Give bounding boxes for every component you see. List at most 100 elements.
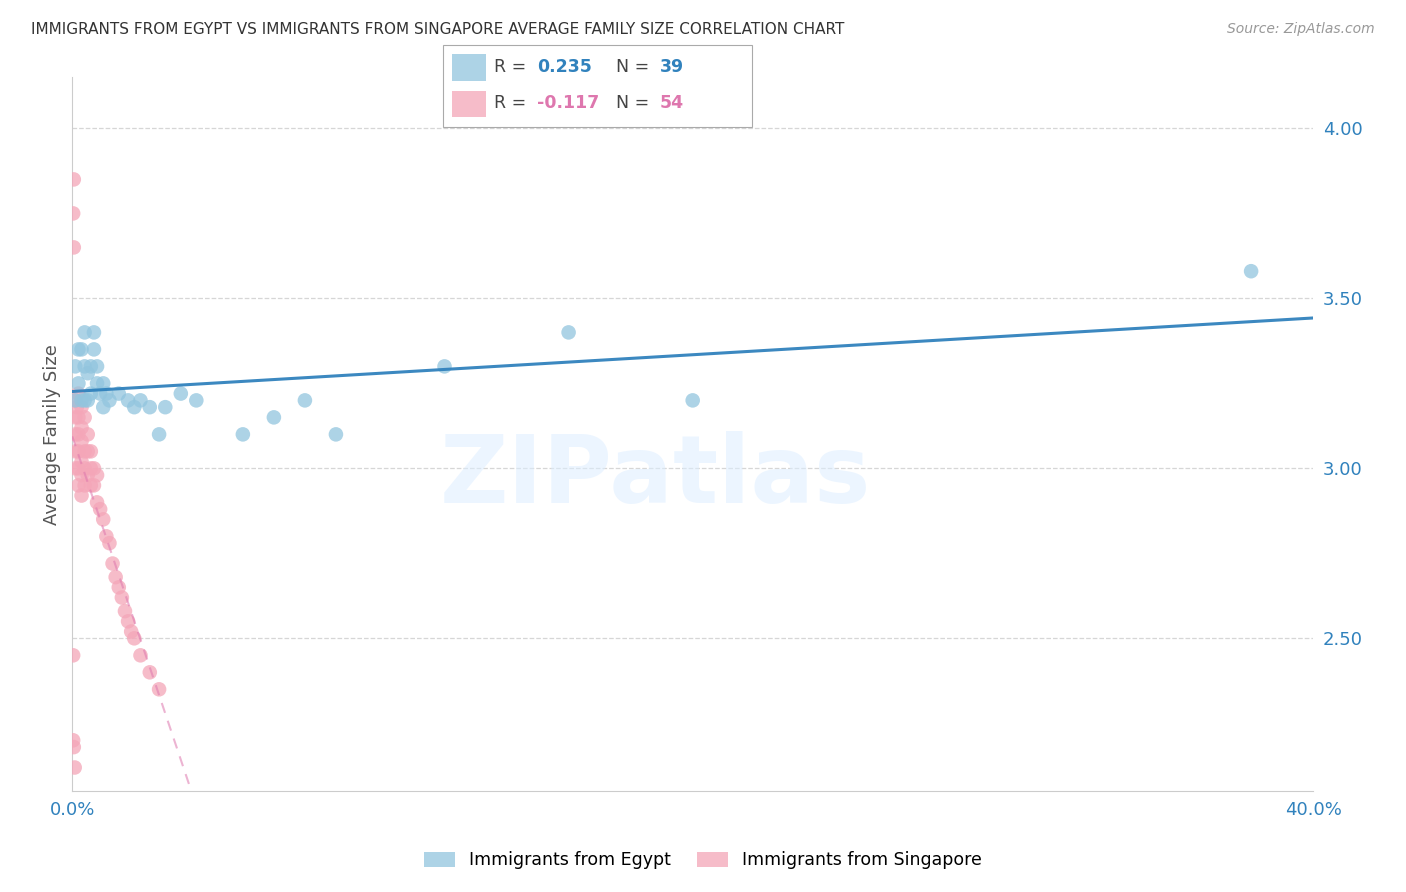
Point <box>98 393 121 408</box>
Point <box>63 760 86 774</box>
Text: ZIPatlas: ZIPatlas <box>440 431 872 524</box>
Point <box>120 624 142 639</box>
Point <box>62 172 84 186</box>
Point <box>263 410 285 425</box>
Point <box>111 591 134 605</box>
Point <box>67 461 90 475</box>
Point <box>86 495 108 509</box>
Point <box>170 386 193 401</box>
Y-axis label: Average Family Size: Average Family Size <box>44 344 60 524</box>
Point <box>73 410 96 425</box>
Point <box>65 393 87 408</box>
Point <box>62 733 84 747</box>
Point <box>65 444 87 458</box>
Text: R =: R = <box>494 58 531 76</box>
Point <box>80 359 103 374</box>
Point <box>107 386 129 401</box>
Point <box>66 400 89 414</box>
Point <box>86 468 108 483</box>
Point <box>67 478 90 492</box>
Bar <box>453 91 486 117</box>
Point <box>70 393 93 408</box>
Point <box>129 648 152 663</box>
Point <box>73 326 96 340</box>
Point <box>294 393 316 408</box>
Point <box>148 427 170 442</box>
Point <box>73 478 96 492</box>
Point <box>76 468 98 483</box>
Point <box>104 570 127 584</box>
Point <box>139 665 162 680</box>
Point <box>148 682 170 697</box>
Point <box>124 632 146 646</box>
Point <box>62 740 84 755</box>
Point <box>80 386 103 401</box>
Text: 39: 39 <box>659 58 683 76</box>
Point <box>70 420 93 434</box>
FancyBboxPatch shape <box>443 45 752 127</box>
Point <box>67 376 90 391</box>
Point <box>67 410 90 425</box>
Point <box>70 343 93 357</box>
Point <box>83 326 105 340</box>
Point <box>86 359 108 374</box>
Point <box>89 386 111 401</box>
Text: 0.235: 0.235 <box>537 58 592 76</box>
Point <box>101 557 124 571</box>
Point <box>232 427 254 442</box>
Point <box>73 444 96 458</box>
Point <box>67 444 90 458</box>
Bar <box>453 54 486 80</box>
Point <box>70 434 93 449</box>
Point <box>73 461 96 475</box>
Point <box>62 206 84 220</box>
Point <box>76 427 98 442</box>
Point <box>62 240 84 254</box>
Point <box>70 454 93 468</box>
Point <box>73 393 96 408</box>
Point <box>70 468 93 483</box>
Text: N =: N = <box>616 95 655 112</box>
Point <box>83 343 105 357</box>
Text: 54: 54 <box>659 95 683 112</box>
Point <box>83 461 105 475</box>
Point <box>325 427 347 442</box>
Point <box>129 393 152 408</box>
Legend: Immigrants from Egypt, Immigrants from Singapore: Immigrants from Egypt, Immigrants from S… <box>418 845 988 876</box>
Point <box>83 478 105 492</box>
Point <box>117 615 139 629</box>
Point <box>65 393 87 408</box>
Point <box>67 427 90 442</box>
Point <box>557 326 579 340</box>
Point <box>98 536 121 550</box>
Point <box>96 529 118 543</box>
Point <box>117 393 139 408</box>
Point <box>65 427 87 442</box>
Text: IMMIGRANTS FROM EGYPT VS IMMIGRANTS FROM SINGAPORE AVERAGE FAMILY SIZE CORRELATI: IMMIGRANTS FROM EGYPT VS IMMIGRANTS FROM… <box>31 22 845 37</box>
Point <box>114 604 136 618</box>
Point <box>70 400 93 414</box>
Point <box>89 502 111 516</box>
Point <box>67 386 90 401</box>
Point <box>96 386 118 401</box>
Point <box>62 648 84 663</box>
Point <box>80 461 103 475</box>
Point <box>682 393 704 408</box>
Point <box>80 478 103 492</box>
Point <box>139 400 162 414</box>
Point <box>65 359 87 374</box>
Point <box>76 366 98 380</box>
Point <box>124 400 146 414</box>
Point <box>67 343 90 357</box>
Point <box>155 400 177 414</box>
Point <box>65 410 87 425</box>
Point <box>80 444 103 458</box>
Point <box>70 489 93 503</box>
Point <box>186 393 208 408</box>
Point <box>91 512 114 526</box>
Point <box>91 400 114 414</box>
Text: Source: ZipAtlas.com: Source: ZipAtlas.com <box>1227 22 1375 37</box>
Point <box>91 376 114 391</box>
Point <box>76 444 98 458</box>
Point <box>433 359 456 374</box>
